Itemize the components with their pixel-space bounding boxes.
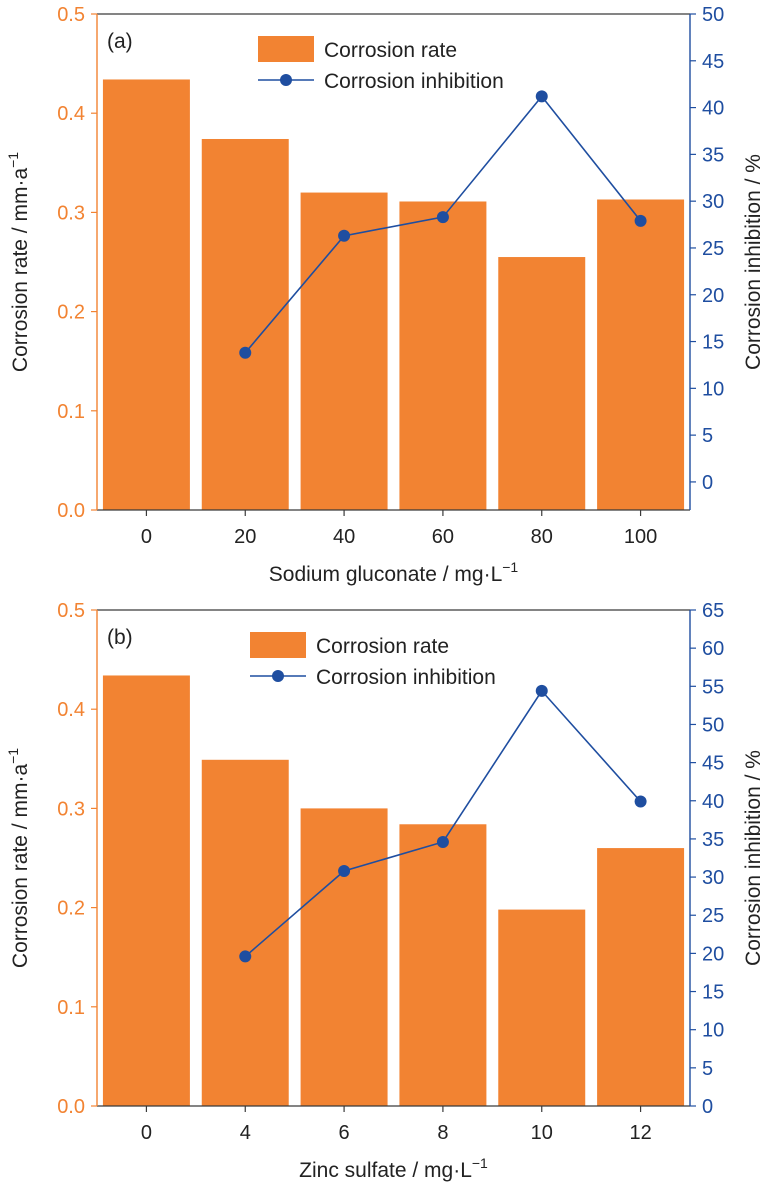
right-tick-label: 25 [702,905,724,927]
bar [201,138,289,510]
legend-bar-swatch [258,36,314,62]
right-tick-label: 50 [702,714,724,736]
bar [597,848,685,1106]
right-tick-label: 10 [702,378,724,400]
inhibition-point [535,684,548,697]
x-tick-label: 12 [629,1122,651,1144]
left-tick-label: 0.0 [57,500,85,522]
x-tick-label: 0 [141,1122,152,1144]
right-tick-label: 25 [702,238,724,260]
right-tick-label: 50 [702,4,724,26]
x-axis-label-text: Sodium gluconate / mg·L [269,563,502,586]
right-tick-label: 40 [702,791,724,813]
right-tick-label: 0 [702,1096,713,1118]
x-tick-label: 0 [141,526,152,548]
x-axis-label-sup: −1 [502,559,518,575]
x-axis-label: Sodium gluconate / mg·L−1 [269,559,519,586]
right-tick-label: 10 [702,1020,724,1042]
x-tick-label: 10 [531,1122,553,1144]
legend-line-marker [272,670,284,682]
left-axis-label-text: Corrosion rate / mm·a [9,764,32,969]
left-tick-label: 0.5 [57,600,85,622]
left-axis-label-text: Corrosion rate / mm·a [9,168,32,373]
bar [399,201,487,510]
bar [300,808,388,1106]
right-tick-label: 5 [702,425,713,447]
x-tick-label: 100 [624,526,657,548]
left-tick-label: 0.3 [57,798,85,820]
right-tick-label: 40 [702,98,724,120]
legend-bar-swatch [250,632,306,658]
x-tick-label: 20 [234,526,256,548]
left-tick-label: 0.5 [57,4,85,26]
left-tick-label: 0.1 [57,401,85,423]
inhibition-point [239,950,252,963]
x-axis-label: Zinc sulfate / mg·L−1 [299,1155,488,1182]
left-axis-label-sup: −1 [5,748,21,764]
left-tick-label: 0.4 [57,103,85,125]
legend-bar-label: Corrosion rate [324,39,457,62]
right-tick-label: 60 [702,638,724,660]
inhibition-point [338,229,351,242]
inhibition-point [239,346,252,359]
panel-label: (a) [107,30,133,53]
x-axis-label-sup: −1 [472,1155,488,1171]
right-tick-label: 20 [702,943,724,965]
left-tick-label: 0.2 [57,302,85,324]
right-axis-label: Corrosion inhibition / % [742,154,765,370]
right-tick-label: 35 [702,829,724,851]
right-tick-label: 0 [702,472,713,494]
right-tick-label: 20 [702,285,724,307]
left-tick-label: 0.1 [57,997,85,1019]
bar [300,192,388,510]
chart-panel-a: 0.0 0.1 0.2 0.3 0.4 0.5 0 5 10 15 20 25 30 35 40 45 50 0 2… [5,4,765,586]
inhibition-point [338,864,351,877]
right-tick-label: 35 [702,144,724,166]
x-axis-label-text: Zinc sulfate / mg·L [299,1159,472,1182]
bar [399,824,487,1106]
chart-panel-b: 0.00.10.20.30.40.50510152025303540455055… [5,600,765,1182]
legend-bar-label: Corrosion rate [316,635,449,658]
legend-line-marker [280,74,292,86]
left-tick-label: 0.2 [57,898,85,920]
right-tick-label: 65 [702,600,724,622]
x-tick-label: 4 [240,1122,251,1144]
right-tick-label: 5 [702,1058,713,1080]
x-tick-label: 8 [437,1122,448,1144]
inhibition-point [535,90,548,103]
bar [201,759,289,1106]
left-axis-label: Corrosion rate / mm·a−1 [5,152,32,372]
right-axis-label: Corrosion inhibition / % [742,750,765,966]
right-tick-label: 30 [702,867,724,889]
inhibition-point [634,214,647,227]
right-tick-label: 30 [702,191,724,213]
x-tick-label: 80 [531,526,553,548]
x-tick-label: 40 [333,526,355,548]
x-tick-label: 60 [432,526,454,548]
right-tick-label: 15 [702,982,724,1004]
bar [102,675,190,1106]
left-tick-label: 0.3 [57,202,85,224]
left-axis-label: Corrosion rate / mm·a−1 [5,748,32,968]
legend-line-label: Corrosion inhibition [316,666,496,689]
right-tick-label: 15 [702,332,724,354]
right-tick-label: 45 [702,753,724,775]
bar [498,257,586,510]
inhibition-point [436,211,449,224]
legend-line-label: Corrosion inhibition [324,70,504,93]
left-tick-label: 0.4 [57,699,85,721]
bar [597,199,685,510]
inhibition-point [436,835,449,848]
bar [498,909,586,1106]
panel-label: (b) [107,626,133,649]
inhibition-point [634,795,647,808]
x-tick-label: 6 [339,1122,350,1144]
right-tick-label: 45 [702,51,724,73]
right-tick-label: 55 [702,676,724,698]
left-axis-label-sup: −1 [5,152,21,168]
left-tick-label: 0.0 [57,1096,85,1118]
bar [102,79,190,511]
